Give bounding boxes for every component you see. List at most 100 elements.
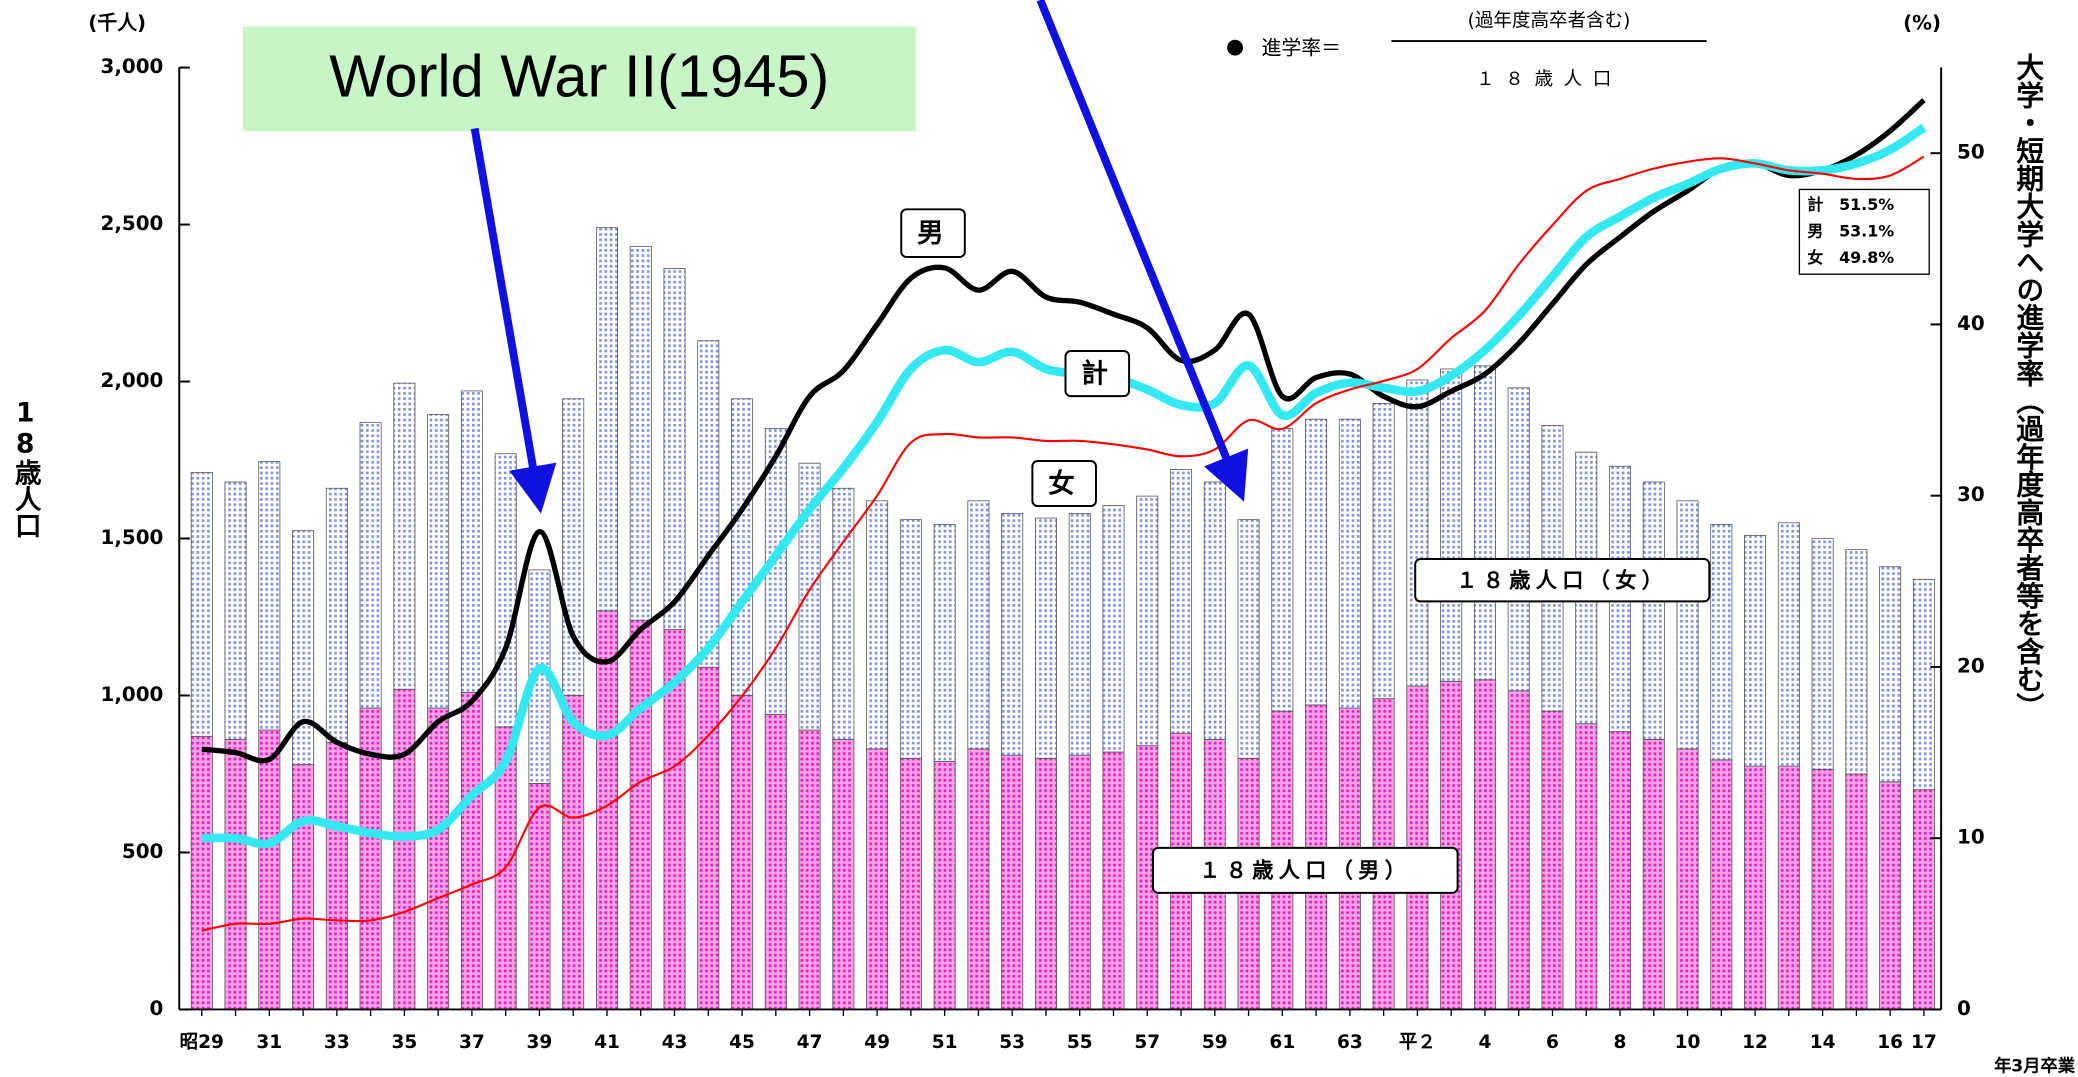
bar xyxy=(832,739,855,1010)
x-tick-label: 16 xyxy=(1877,1032,1903,1053)
x-tick-label: 17 xyxy=(1911,1032,1937,1053)
series-label-box xyxy=(1064,350,1131,398)
bar xyxy=(494,453,517,728)
bar xyxy=(1338,418,1361,709)
x-tick-label: 平２ xyxy=(1399,1032,1436,1053)
y2-tick-label: 30 xyxy=(1957,483,1985,506)
series-label: 計 xyxy=(1081,358,1113,389)
bar xyxy=(1609,731,1632,1010)
formula-denominator: １８歳人口 xyxy=(1476,69,1622,90)
bar xyxy=(629,619,652,1010)
bar xyxy=(1912,789,1935,1010)
x-tick-label: 37 xyxy=(459,1032,485,1053)
bar xyxy=(1001,512,1024,756)
x-tick-label: 61 xyxy=(1269,1032,1295,1053)
y-axis-title: 18歳人口 xyxy=(10,397,41,538)
bar xyxy=(1406,379,1429,687)
x-tick-label: 31 xyxy=(256,1032,282,1053)
bar xyxy=(1676,748,1699,1010)
y2-tick-label: 50 xyxy=(1957,141,1985,164)
bar xyxy=(1170,469,1193,734)
annotation: World War II(1945) xyxy=(329,43,829,110)
bar xyxy=(292,764,315,1010)
bar xyxy=(1811,768,1834,1010)
bar xyxy=(731,695,754,1010)
series-label-box xyxy=(1151,846,1459,894)
bar xyxy=(1845,549,1868,775)
bar xyxy=(1203,481,1226,740)
bar xyxy=(1001,754,1024,1010)
bar xyxy=(866,748,889,1010)
bar xyxy=(427,414,450,709)
bar xyxy=(1676,500,1699,750)
bar xyxy=(1845,773,1868,1010)
x-tick-label: 43 xyxy=(662,1032,688,1053)
x-tick-label: 59 xyxy=(1202,1032,1228,1053)
bar xyxy=(1710,759,1733,1010)
bar xyxy=(292,530,315,765)
bar xyxy=(325,487,348,743)
y-tick-label: 2,500 xyxy=(101,212,164,235)
bar xyxy=(1811,538,1834,770)
bar xyxy=(1473,679,1496,1010)
y2-axis-title: 大学・短期大学への進学率（過年度高卒者等を含む） xyxy=(2012,53,2045,720)
x-tick-label: 33 xyxy=(324,1032,350,1053)
formula-prefix: 進学率＝ xyxy=(1262,37,1341,60)
y-tick-label: 1,500 xyxy=(101,526,164,549)
arrow xyxy=(470,127,557,514)
y2-tick-label: 40 xyxy=(1957,312,1985,335)
bar xyxy=(933,761,956,1010)
bar xyxy=(1744,765,1767,1010)
formula-bullet xyxy=(1227,39,1244,56)
y-unit: (千人) xyxy=(88,11,146,34)
bar xyxy=(1136,495,1159,747)
overlay: １８歳人口（男） １８歳人口（女） 男計女 計 51.5% 男 53.1% 女 49.8%… xyxy=(242,0,1930,894)
arrow xyxy=(1036,0,1249,502)
y-tick-label: 500 xyxy=(122,840,163,863)
x-tick-label: 53 xyxy=(999,1032,1025,1053)
bar xyxy=(1507,387,1530,692)
bar xyxy=(967,748,990,1010)
bar xyxy=(663,268,686,630)
bar xyxy=(1068,754,1091,1010)
bar xyxy=(562,695,585,1010)
bar xyxy=(224,481,247,740)
bar xyxy=(1507,690,1530,1010)
bar xyxy=(1034,517,1057,759)
bar xyxy=(1034,757,1057,1010)
y2-unit: (%) xyxy=(1903,11,1941,34)
bar xyxy=(1642,481,1665,740)
bar xyxy=(1642,739,1665,1010)
lines xyxy=(201,98,1927,932)
y2-tick-label: 10 xyxy=(1957,826,1985,849)
y2-tick-label: 20 xyxy=(1957,654,1985,677)
x-tick-label: 39 xyxy=(527,1032,553,1053)
line xyxy=(201,123,1927,849)
bar xyxy=(1879,566,1902,783)
bar xyxy=(866,500,889,750)
x-tick-label: 57 xyxy=(1134,1032,1160,1053)
line xyxy=(201,98,1926,764)
series-label-box xyxy=(1414,558,1711,603)
bar xyxy=(1305,418,1328,706)
series-label: １８歳人口（女） xyxy=(1456,568,1668,593)
x-tick-label: 47 xyxy=(797,1032,823,1053)
bar xyxy=(697,666,720,1010)
x-tick-label: 昭29 xyxy=(180,1032,224,1053)
bar xyxy=(258,461,281,731)
end-label-box xyxy=(1798,188,1930,275)
end-label: 男 53.1% xyxy=(1807,221,1894,240)
bar xyxy=(798,462,821,731)
bar xyxy=(1777,522,1800,767)
bar xyxy=(1541,710,1564,1010)
bar xyxy=(393,382,416,690)
bar xyxy=(899,519,922,759)
bar xyxy=(1440,680,1463,1010)
bar xyxy=(1710,523,1733,761)
bar xyxy=(1575,723,1598,1010)
y-tick-label: 3,000 xyxy=(101,55,164,78)
bar xyxy=(1473,365,1496,681)
bar xyxy=(190,735,213,1010)
